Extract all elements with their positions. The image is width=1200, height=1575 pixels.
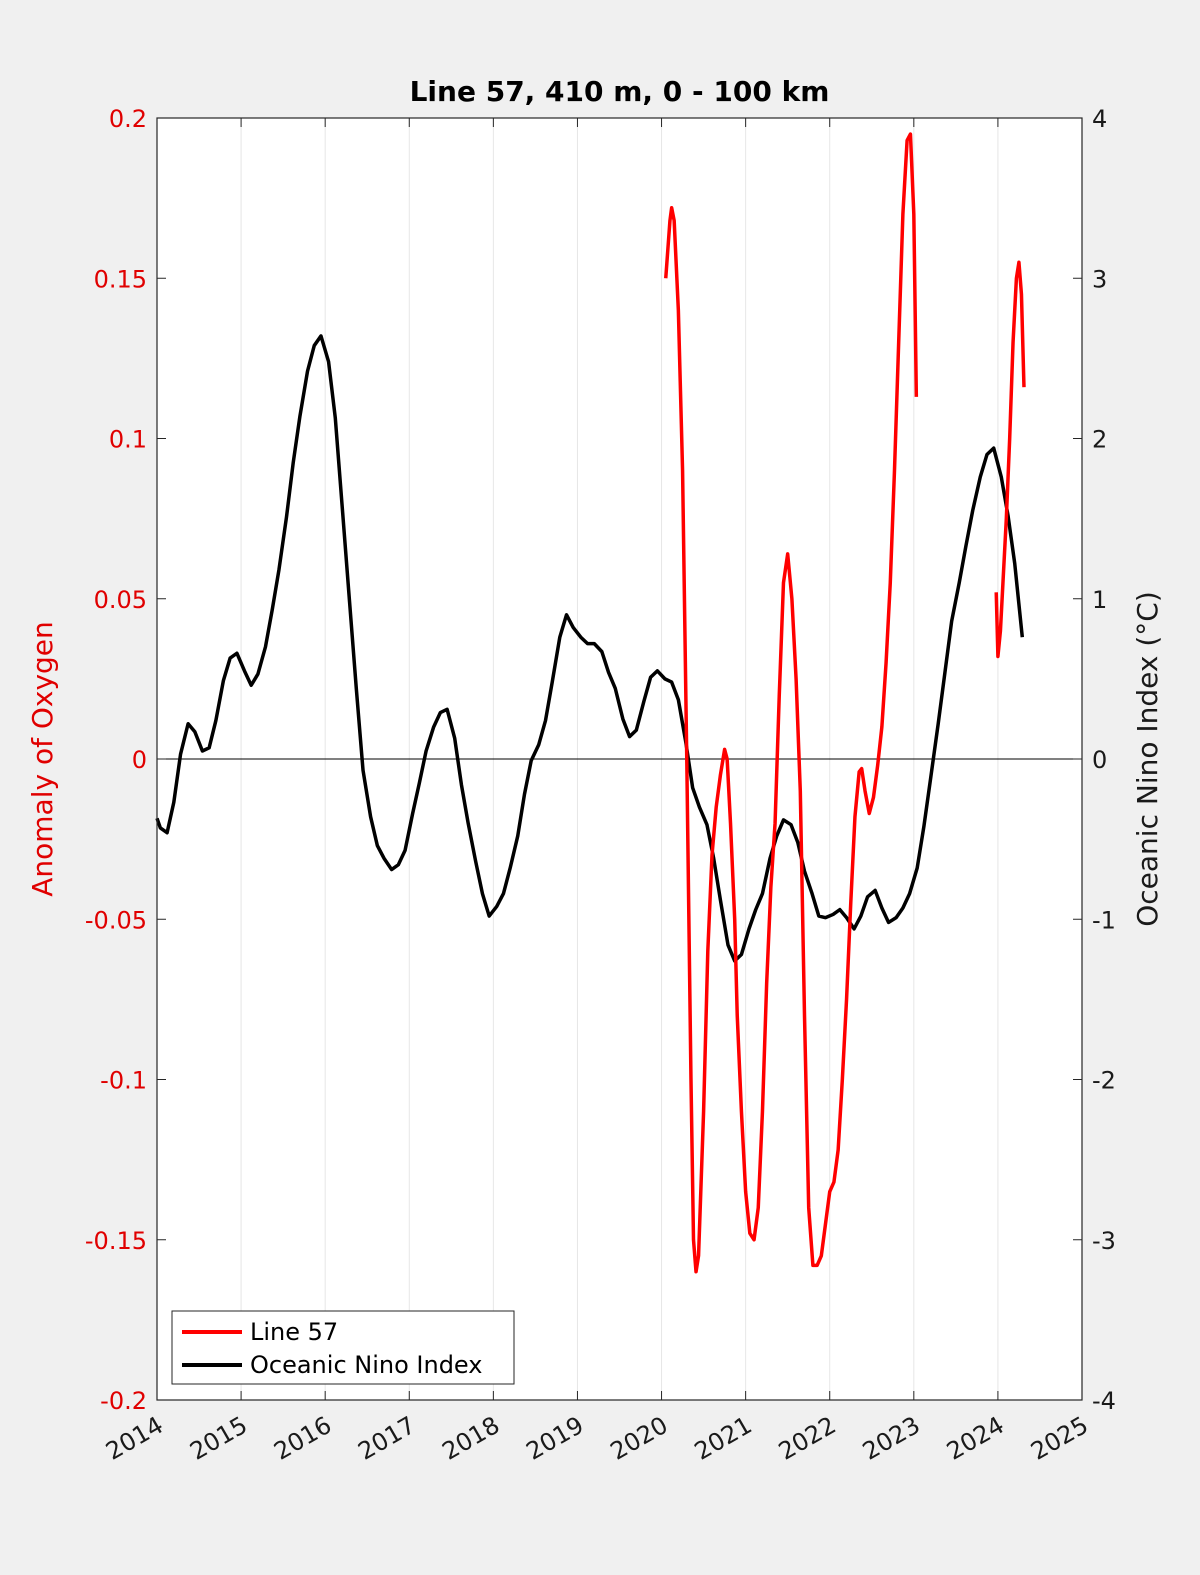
- series-line-oceanic-nino-index: [155, 334, 1025, 963]
- y-tick-label-right: -1: [1092, 906, 1116, 934]
- y-tick-label-right: 1: [1092, 586, 1107, 614]
- y-tick-label-left: 0.2: [109, 105, 147, 133]
- y-tick-label-left: 0.1: [109, 426, 147, 454]
- x-tick-label: 2019: [522, 1411, 589, 1466]
- x-tick-label: 2020: [606, 1411, 673, 1466]
- legend-box: [171, 1310, 515, 1385]
- y-tick-label-right: 4: [1092, 105, 1107, 133]
- y-tick-label-left: -0.1: [100, 1067, 147, 1095]
- chart-title: Line 57, 410 m, 0 - 100 km: [410, 75, 830, 108]
- y-tick-label-right: 2: [1092, 426, 1107, 454]
- y-tick-label-right: -4: [1092, 1387, 1116, 1415]
- x-tick-label: 2014: [101, 1411, 168, 1466]
- legend-label-oceanic-nino-index: Oceanic Nino Index: [250, 1351, 482, 1379]
- y-tick-label-left: -0.05: [85, 906, 147, 934]
- y-tick-label-right: 3: [1092, 265, 1107, 293]
- x-tick-label: 2025: [1026, 1411, 1093, 1466]
- x-tick-label: 2022: [774, 1411, 841, 1466]
- legend-label-line-57: Line 57: [250, 1318, 338, 1346]
- x-tick-label: 2023: [858, 1411, 925, 1466]
- legend: Line 57 Oceanic Nino Index: [171, 1310, 515, 1385]
- y-tick-label-left: -0.15: [85, 1227, 147, 1255]
- y-tick-label-right: -3: [1092, 1227, 1116, 1255]
- y-tick-label-left: 0.15: [94, 265, 147, 293]
- y-tick-label-left: -0.2: [100, 1387, 147, 1415]
- x-tick-label: 2024: [942, 1411, 1009, 1466]
- series-line-line-57: [664, 132, 919, 1274]
- series-line-line-57: [994, 260, 1026, 659]
- x-tick-label: 2016: [269, 1411, 336, 1466]
- y-tick-label-right: -2: [1092, 1067, 1116, 1095]
- y-tick-label-left: 0.05: [94, 586, 147, 614]
- y-tick-label-left: 0: [132, 746, 147, 774]
- x-tick-label: 2015: [185, 1411, 252, 1466]
- y-axis-label-left: Anomaly of Oxygen: [26, 621, 59, 897]
- y-axis-label-right: Oceanic Nino Index (°C): [1131, 591, 1164, 927]
- x-tick-label: 2021: [690, 1411, 757, 1466]
- y-tick-label-right: 0: [1092, 746, 1107, 774]
- series-layer: [155, 132, 1026, 1274]
- x-tick-label: 2018: [437, 1411, 504, 1466]
- x-tick-label: 2017: [353, 1411, 420, 1466]
